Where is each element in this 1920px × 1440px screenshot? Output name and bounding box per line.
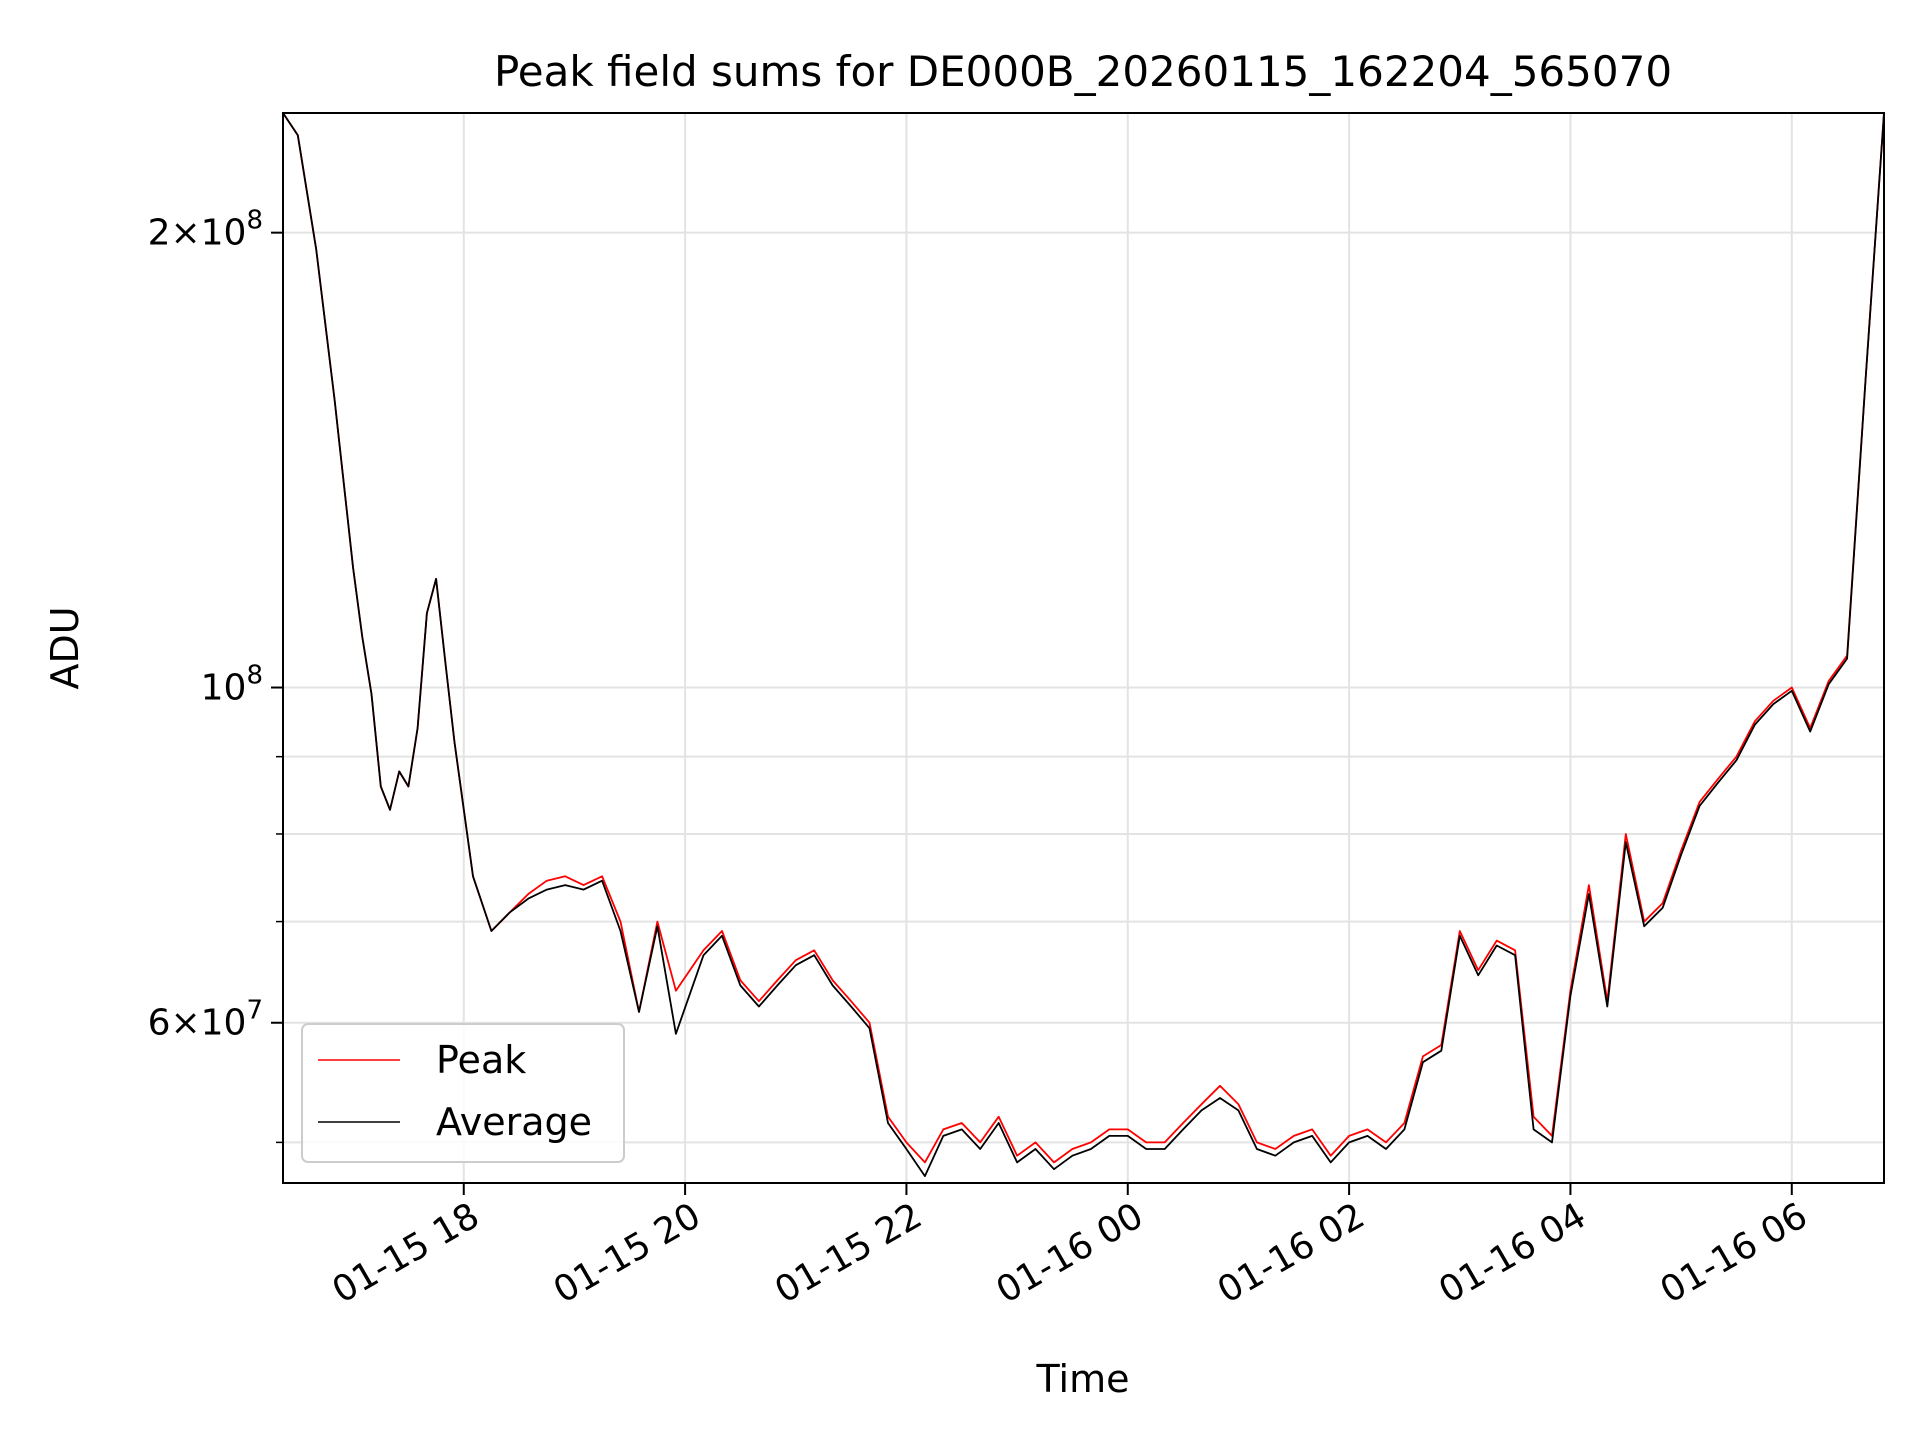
legend: Peak Average (301, 1023, 625, 1163)
y-tick-label: 2×108 (148, 206, 263, 254)
plot-frame (282, 112, 1885, 1184)
series-lines (282, 112, 1885, 1177)
y-axis-label: ADU (43, 606, 87, 689)
chart-title: Peak field sums for DE000B_20260115_1622… (494, 47, 1672, 96)
grid (283, 113, 1884, 1183)
y-tick-label: 108 (201, 661, 263, 709)
legend-average-label: Average (436, 1100, 592, 1144)
y-axis-ticks: 2×108 108 6×107 (148, 206, 283, 1144)
x-axis-label: Time (1036, 1357, 1130, 1401)
series-average-line (282, 112, 1885, 1177)
y-tick-label: 6×107 (148, 996, 263, 1044)
legend-peak-label: Peak (436, 1038, 526, 1082)
legend-box (301, 1023, 625, 1163)
